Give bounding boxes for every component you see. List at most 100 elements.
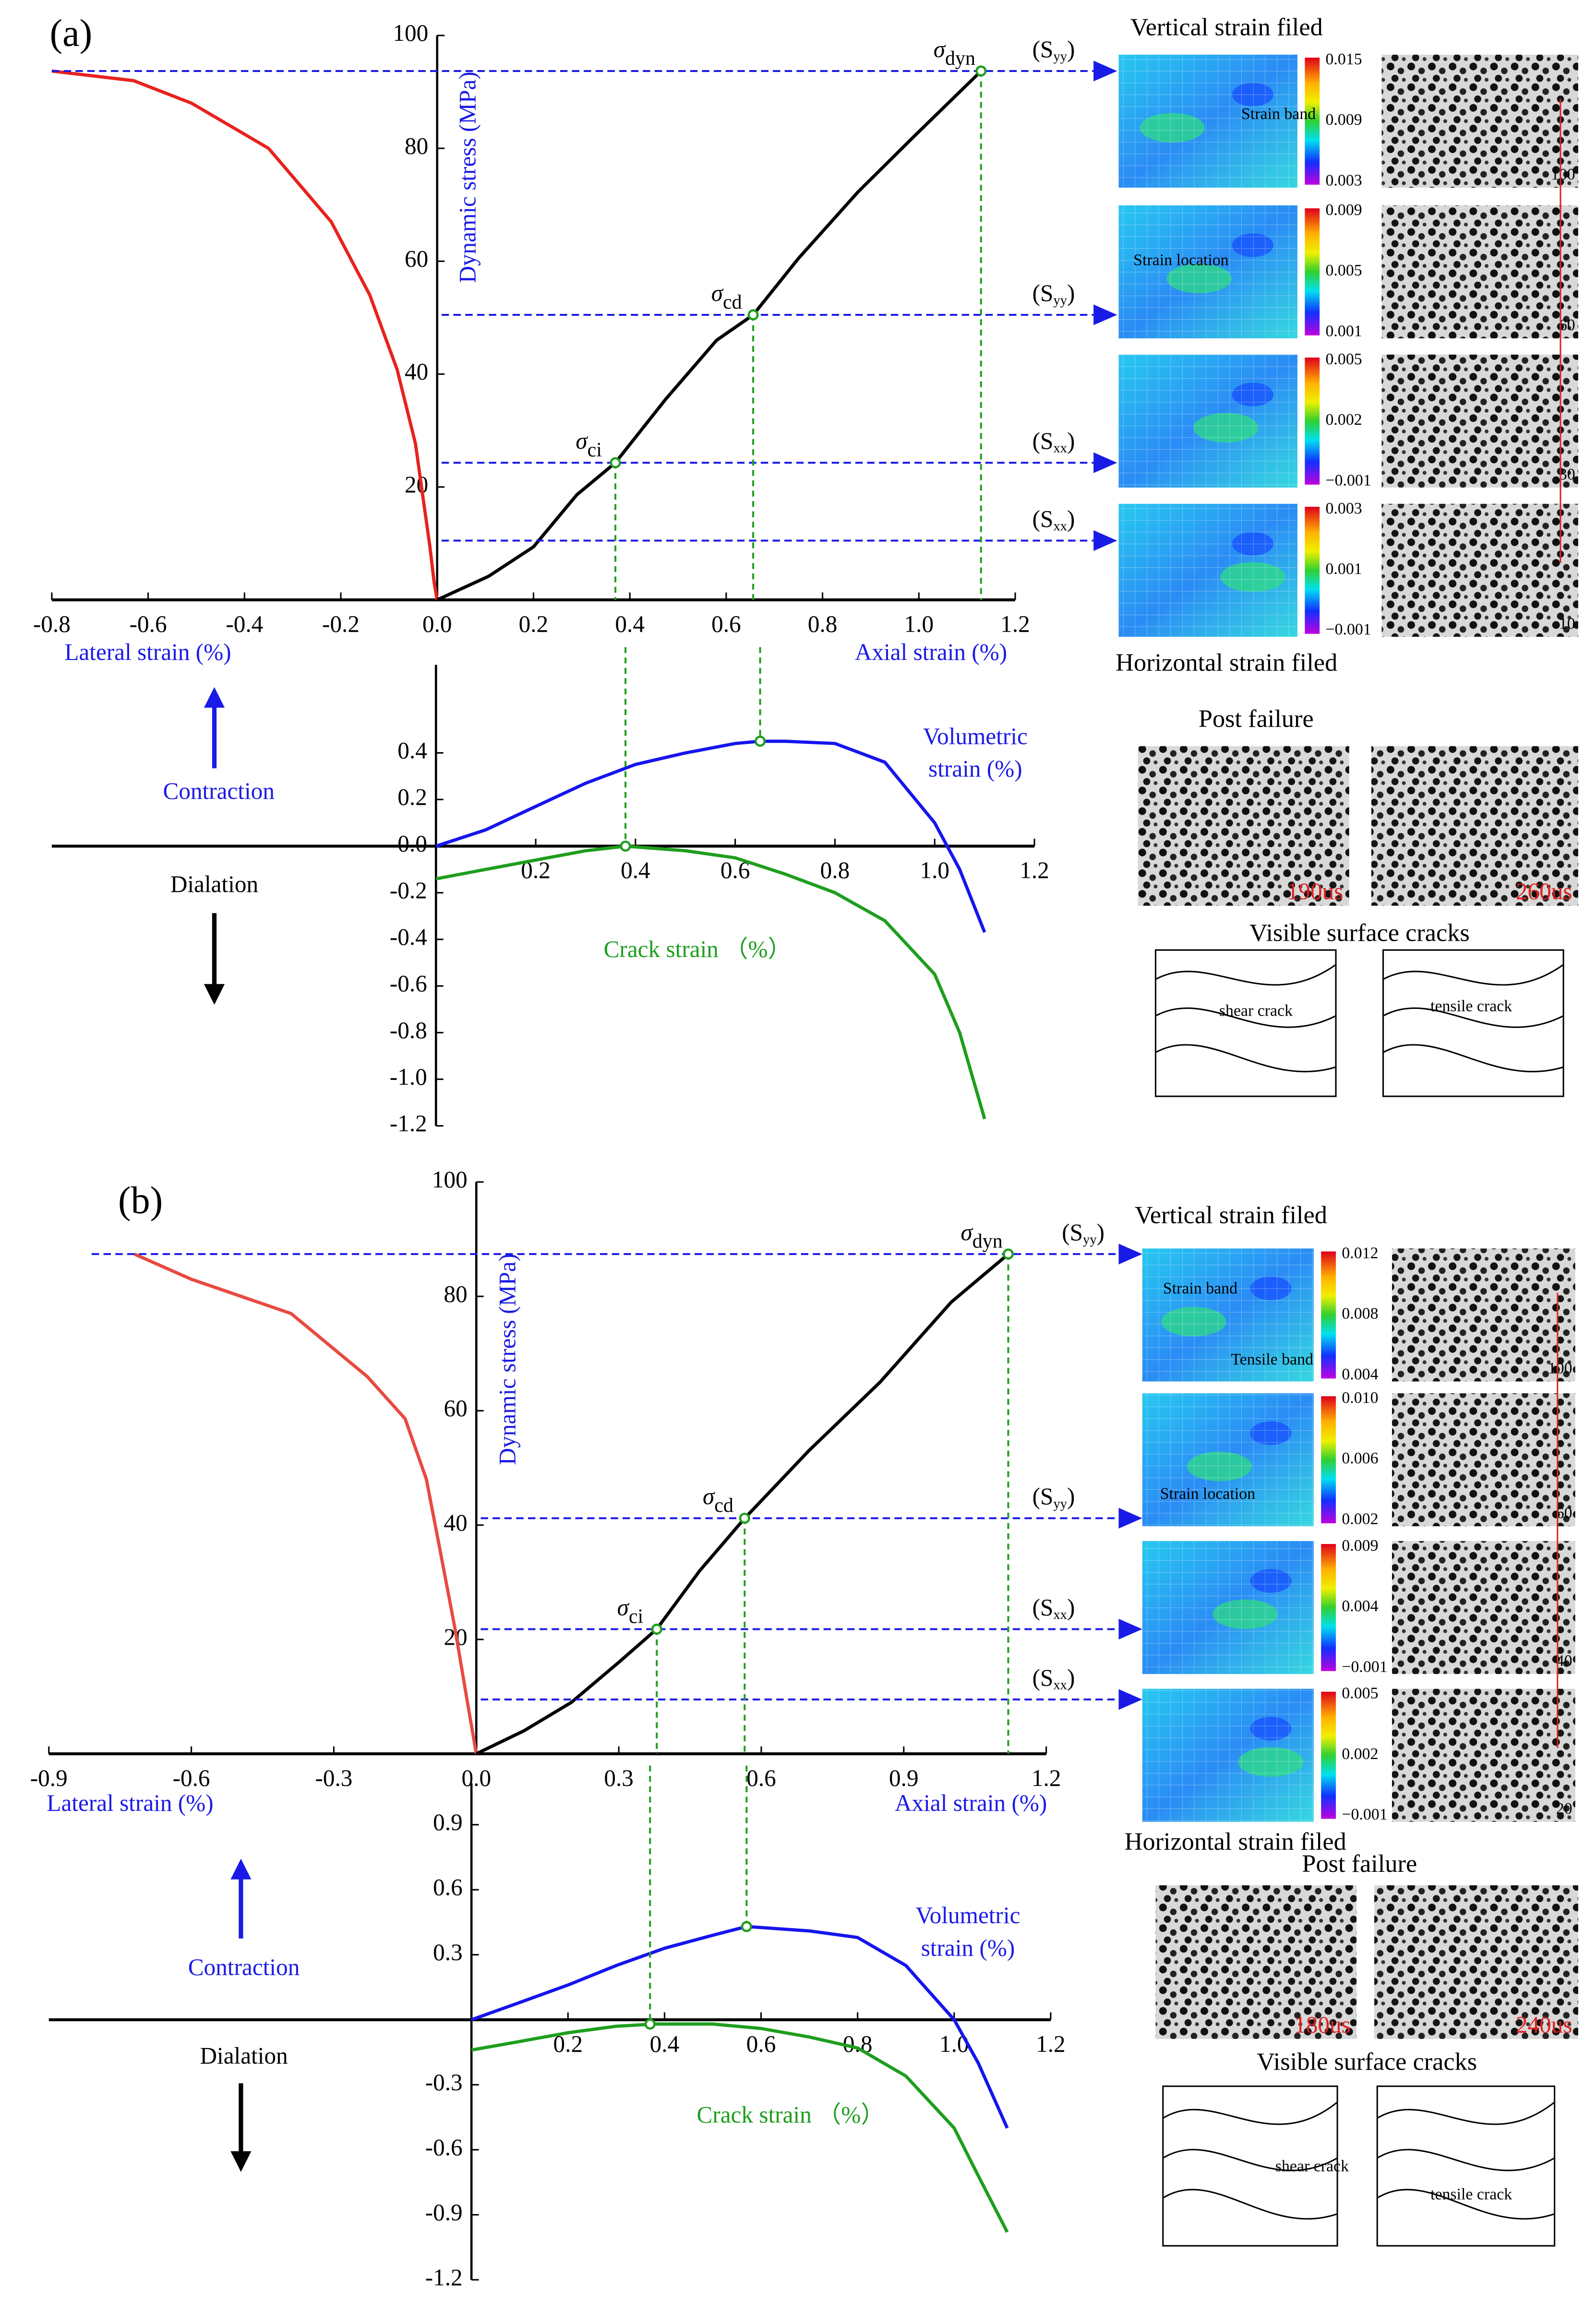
colorbar: [1305, 58, 1320, 185]
frame-label: 30: [1559, 466, 1575, 483]
strain-component-label-post: ): [1067, 280, 1075, 306]
y-tick-label: 20: [405, 471, 428, 498]
strain-component-label-post: ): [1097, 1219, 1104, 1245]
colorbar: [1305, 208, 1320, 335]
x-tick-label: 1.0: [920, 857, 949, 884]
series-line: [435, 844, 986, 1120]
strain-component-label: (Syy): [1032, 36, 1075, 64]
guide-arrow: [1118, 1689, 1142, 1710]
point: [747, 309, 759, 321]
threshold-label-main: σ: [703, 1484, 715, 1510]
x-tick-label: 0.4: [615, 611, 645, 637]
post-failure-photo: [1374, 1885, 1578, 2039]
y-tick-label: 80: [444, 1281, 468, 1307]
x-tick-label: 1.2: [1032, 1765, 1061, 1791]
strain-component-label-main: (S: [1062, 1219, 1083, 1245]
strain-component-label-main: (S: [1032, 1664, 1054, 1691]
dialation-label: Dialation: [170, 871, 258, 897]
strain-component-label-sub: yy: [1053, 48, 1067, 64]
x-tick-label: 0.8: [808, 611, 838, 637]
series-line: [475, 1253, 1009, 1756]
x-tick-label: -0.3: [315, 1765, 352, 1791]
crack-note: tensile crack: [1430, 2185, 1512, 2203]
strain-component-label-main: (S: [1032, 36, 1054, 62]
series-line: [436, 70, 983, 601]
colorbar-tick: 0.001: [1325, 322, 1362, 340]
colorbar-tick: 0.002: [1342, 1745, 1378, 1763]
guide-arrow: [1093, 530, 1117, 551]
colorbar: [1321, 1251, 1336, 1379]
x-tick-label: 0.3: [604, 1765, 634, 1791]
point: [610, 457, 621, 468]
series-label: strain (%): [928, 755, 1022, 782]
post-title: Post failure: [1302, 1850, 1417, 1878]
specimen-photo: [1392, 1248, 1575, 1382]
strain-grid: [1118, 503, 1298, 637]
colorbar: [1305, 357, 1320, 485]
x-tick-label: 1.0: [904, 611, 934, 637]
time-label: 260us: [1516, 878, 1572, 905]
colorbar-tick: 0.005: [1325, 262, 1362, 279]
frame-label: 40: [1556, 1652, 1572, 1670]
x-tick-label: 1.2: [1036, 2031, 1066, 2057]
colorbar-tick: −0.001: [1342, 1806, 1387, 1823]
y-tick-label: 60: [405, 246, 428, 272]
guide-arrow: [1093, 304, 1117, 325]
contraction-label: Contraction: [163, 778, 275, 804]
threshold-label-main: σ: [576, 428, 588, 454]
x-tick-label: -0.8: [33, 611, 71, 637]
strain-component-label-main: (S: [1032, 506, 1054, 532]
field-note: Strain band: [1163, 1280, 1237, 1297]
threshold-label: σcd: [703, 1484, 733, 1517]
strain-component-label-post: ): [1067, 1664, 1075, 1691]
x-tick-label: -0.6: [130, 611, 167, 637]
time-label: 190us: [1287, 878, 1344, 905]
x-tick-label: 1.2: [1020, 857, 1049, 884]
time-label: 180us: [1294, 2012, 1351, 2038]
x-tick-label: 0.6: [746, 1765, 776, 1791]
strain-component-label: (Syy): [1032, 280, 1075, 308]
crack-note: shear crack: [1275, 2157, 1349, 2175]
point: [620, 840, 631, 852]
y-tick-label: -0.2: [390, 877, 427, 903]
point: [741, 1921, 752, 1932]
field-title: Horizontal strain filed: [1116, 648, 1337, 676]
series-line: [133, 1252, 478, 1754]
strain-component-label-sub: yy: [1053, 1496, 1067, 1511]
frame-label: 20: [1556, 1800, 1572, 1818]
series-label: Crack strain （%）: [604, 936, 792, 962]
x-tick-label: 0.9: [889, 1765, 919, 1791]
dialation-label: Dialation: [200, 2043, 288, 2069]
series-line: [435, 740, 986, 933]
y-tick-label: -0.4: [390, 923, 427, 950]
colorbar-tick: 0.008: [1342, 1305, 1378, 1323]
guide-arrow: [1118, 1244, 1142, 1265]
field-note: Strain band: [1241, 105, 1316, 123]
strain-component-label-post: ): [1067, 1484, 1075, 1510]
strain-component-label-main: (S: [1032, 280, 1054, 306]
field-title: Vertical strain filed: [1130, 13, 1323, 41]
strain-component-label-sub: xx: [1053, 1606, 1067, 1622]
strain-component-label-main: (S: [1032, 428, 1054, 454]
strain-component-label-post: ): [1067, 506, 1075, 532]
y-tick-label: 100: [393, 20, 428, 46]
crack-curve: [1382, 1007, 1564, 1028]
field-note: Strain location: [1160, 1485, 1255, 1503]
frame-label: 100: [1548, 1359, 1572, 1377]
colorbar: [1305, 506, 1320, 634]
x-tick-label: 0.6: [746, 2031, 776, 2057]
post-failure-photo: [1155, 1885, 1357, 2039]
field-note: Tensile band: [1231, 1351, 1313, 1368]
y-tick-label: -1.0: [390, 1064, 427, 1090]
threshold-label-sub: dyn: [945, 48, 975, 70]
threshold-label: σdyn: [960, 1219, 1002, 1252]
x-tick-label: 1.0: [939, 2031, 969, 2057]
threshold-label-main: σ: [617, 1594, 630, 1621]
crack-curve: [1163, 2149, 1338, 2171]
colorbar-tick: −0.001: [1342, 1658, 1387, 1676]
series-label: Crack strain （%）: [697, 2102, 885, 2128]
colorbar-tick: 0.004: [1342, 1365, 1378, 1383]
point: [651, 1623, 662, 1635]
crack-curve: [1163, 2189, 1338, 2220]
